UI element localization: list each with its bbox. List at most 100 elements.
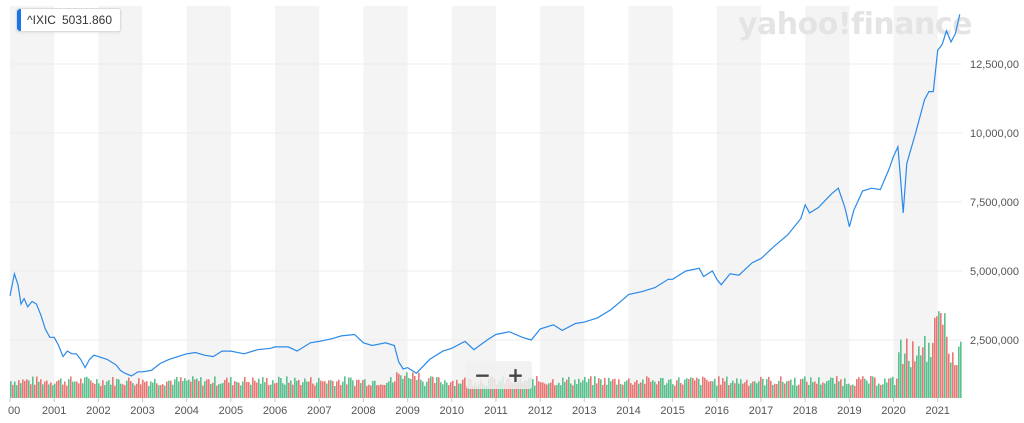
volume-bar (306, 381, 308, 398)
volume-bar (202, 385, 204, 398)
zoom-controls: − + (466, 361, 532, 389)
volume-bar (452, 380, 454, 398)
legend-box[interactable]: ^IXIC 5031.860 (16, 8, 122, 32)
volume-bar (702, 376, 704, 398)
x-tick-label: 2004 (174, 405, 198, 417)
x-tick-label: 2009 (395, 405, 419, 417)
y-tick-label: 12,500,00 (970, 59, 1019, 71)
y-tick-label: 5,000,000 (970, 266, 1019, 278)
volume-bar (458, 383, 460, 398)
volume-bar (770, 380, 772, 398)
volume-bar (174, 379, 176, 398)
volume-bar (74, 381, 76, 398)
volume-bar (336, 381, 338, 398)
x-tick-label: 2021 (925, 405, 949, 417)
volume-bar (616, 384, 618, 398)
volume-bar (194, 379, 196, 398)
volume-bar (550, 382, 552, 398)
volume-bar (256, 382, 258, 398)
x-tick-label: 2005 (219, 405, 243, 417)
volume-bar (902, 363, 904, 398)
volume-bar (274, 383, 276, 398)
volume-bar (228, 382, 230, 398)
y-axis-ticks: 2,500,000 5,000,000 7,500,000 10,000,00 12,5… (970, 59, 1019, 347)
volume-bar (394, 381, 396, 398)
yahoo-finance-watermark: yahoo!finance (738, 7, 972, 42)
volume-bar (894, 385, 896, 398)
volume-bar (400, 375, 402, 398)
x-tick-label: 2016 (705, 405, 729, 417)
volume-bar (290, 380, 292, 398)
volume-bar (262, 377, 264, 398)
volume-bar (620, 383, 622, 398)
volume-bar (868, 383, 870, 398)
volume-bar (156, 383, 158, 398)
zoom-in-button[interactable]: + (507, 363, 524, 387)
volume-bar (946, 336, 948, 398)
volume-bar (526, 380, 528, 398)
volume-bar (960, 341, 962, 398)
volume-bar (706, 379, 708, 398)
volume-bar (108, 380, 110, 398)
volume-bar (264, 382, 266, 398)
volume-bar (710, 381, 712, 398)
volume-bar (176, 376, 178, 398)
volume-bar (214, 376, 216, 398)
volume-bar (216, 385, 218, 398)
volume-bar (76, 381, 78, 398)
volume-bar (778, 380, 780, 398)
volume-bar (574, 379, 576, 398)
volume-bar (418, 372, 420, 398)
volume-bar (938, 311, 940, 398)
volume-bar (372, 381, 374, 398)
x-tick-label: 2019 (837, 405, 861, 417)
volume-bar (426, 381, 428, 398)
volume-bar (78, 383, 80, 398)
volume-bar (510, 382, 512, 398)
volume-bar (700, 385, 702, 398)
volume-bar (640, 382, 642, 398)
volume-bar (558, 382, 560, 398)
volume-bar (788, 380, 790, 398)
volume-bar (538, 381, 540, 398)
volume-bar (82, 383, 84, 398)
volume-bar (712, 381, 714, 398)
legend-swatch (17, 9, 21, 31)
volume-bar (818, 377, 820, 398)
volume-bar (798, 384, 800, 398)
x-tick-label: 2003 (130, 405, 154, 417)
volume-bar (68, 379, 70, 398)
volume-bar (724, 381, 726, 398)
volume-bar (876, 385, 878, 398)
x-axis-ticks: 00 2001 2002 2003 2004 2005 2006 2007 2008 2009 20… (8, 398, 950, 417)
x-tick-label: 2020 (881, 405, 905, 417)
volume-bar (72, 381, 74, 398)
x-tick-label: 2006 (263, 405, 287, 417)
volume-bar (838, 381, 840, 398)
volume-bar (804, 376, 806, 398)
volume-bar (324, 381, 326, 398)
volume-bar (56, 381, 58, 398)
volume-bar (362, 380, 364, 398)
volume-bar (908, 360, 910, 398)
volume-bar (66, 385, 68, 398)
volume-bar (352, 380, 354, 398)
volume-bar (684, 379, 686, 398)
volume-bar (162, 384, 164, 398)
volume-bar (314, 385, 316, 398)
zoom-out-button[interactable]: − (474, 363, 491, 387)
volume-bar (858, 377, 860, 398)
volume-bar (622, 384, 624, 398)
volume-bar (278, 376, 280, 398)
volume-bar (762, 378, 764, 398)
volume-bar (944, 313, 946, 398)
volume-bar (534, 385, 536, 398)
volume-bar (554, 385, 556, 398)
volume-bar (566, 379, 568, 398)
volume-bar (598, 378, 600, 398)
volume-bar (636, 380, 638, 398)
volume-bar (410, 378, 412, 398)
volume-bar (856, 379, 858, 398)
volume-bar (330, 380, 332, 398)
